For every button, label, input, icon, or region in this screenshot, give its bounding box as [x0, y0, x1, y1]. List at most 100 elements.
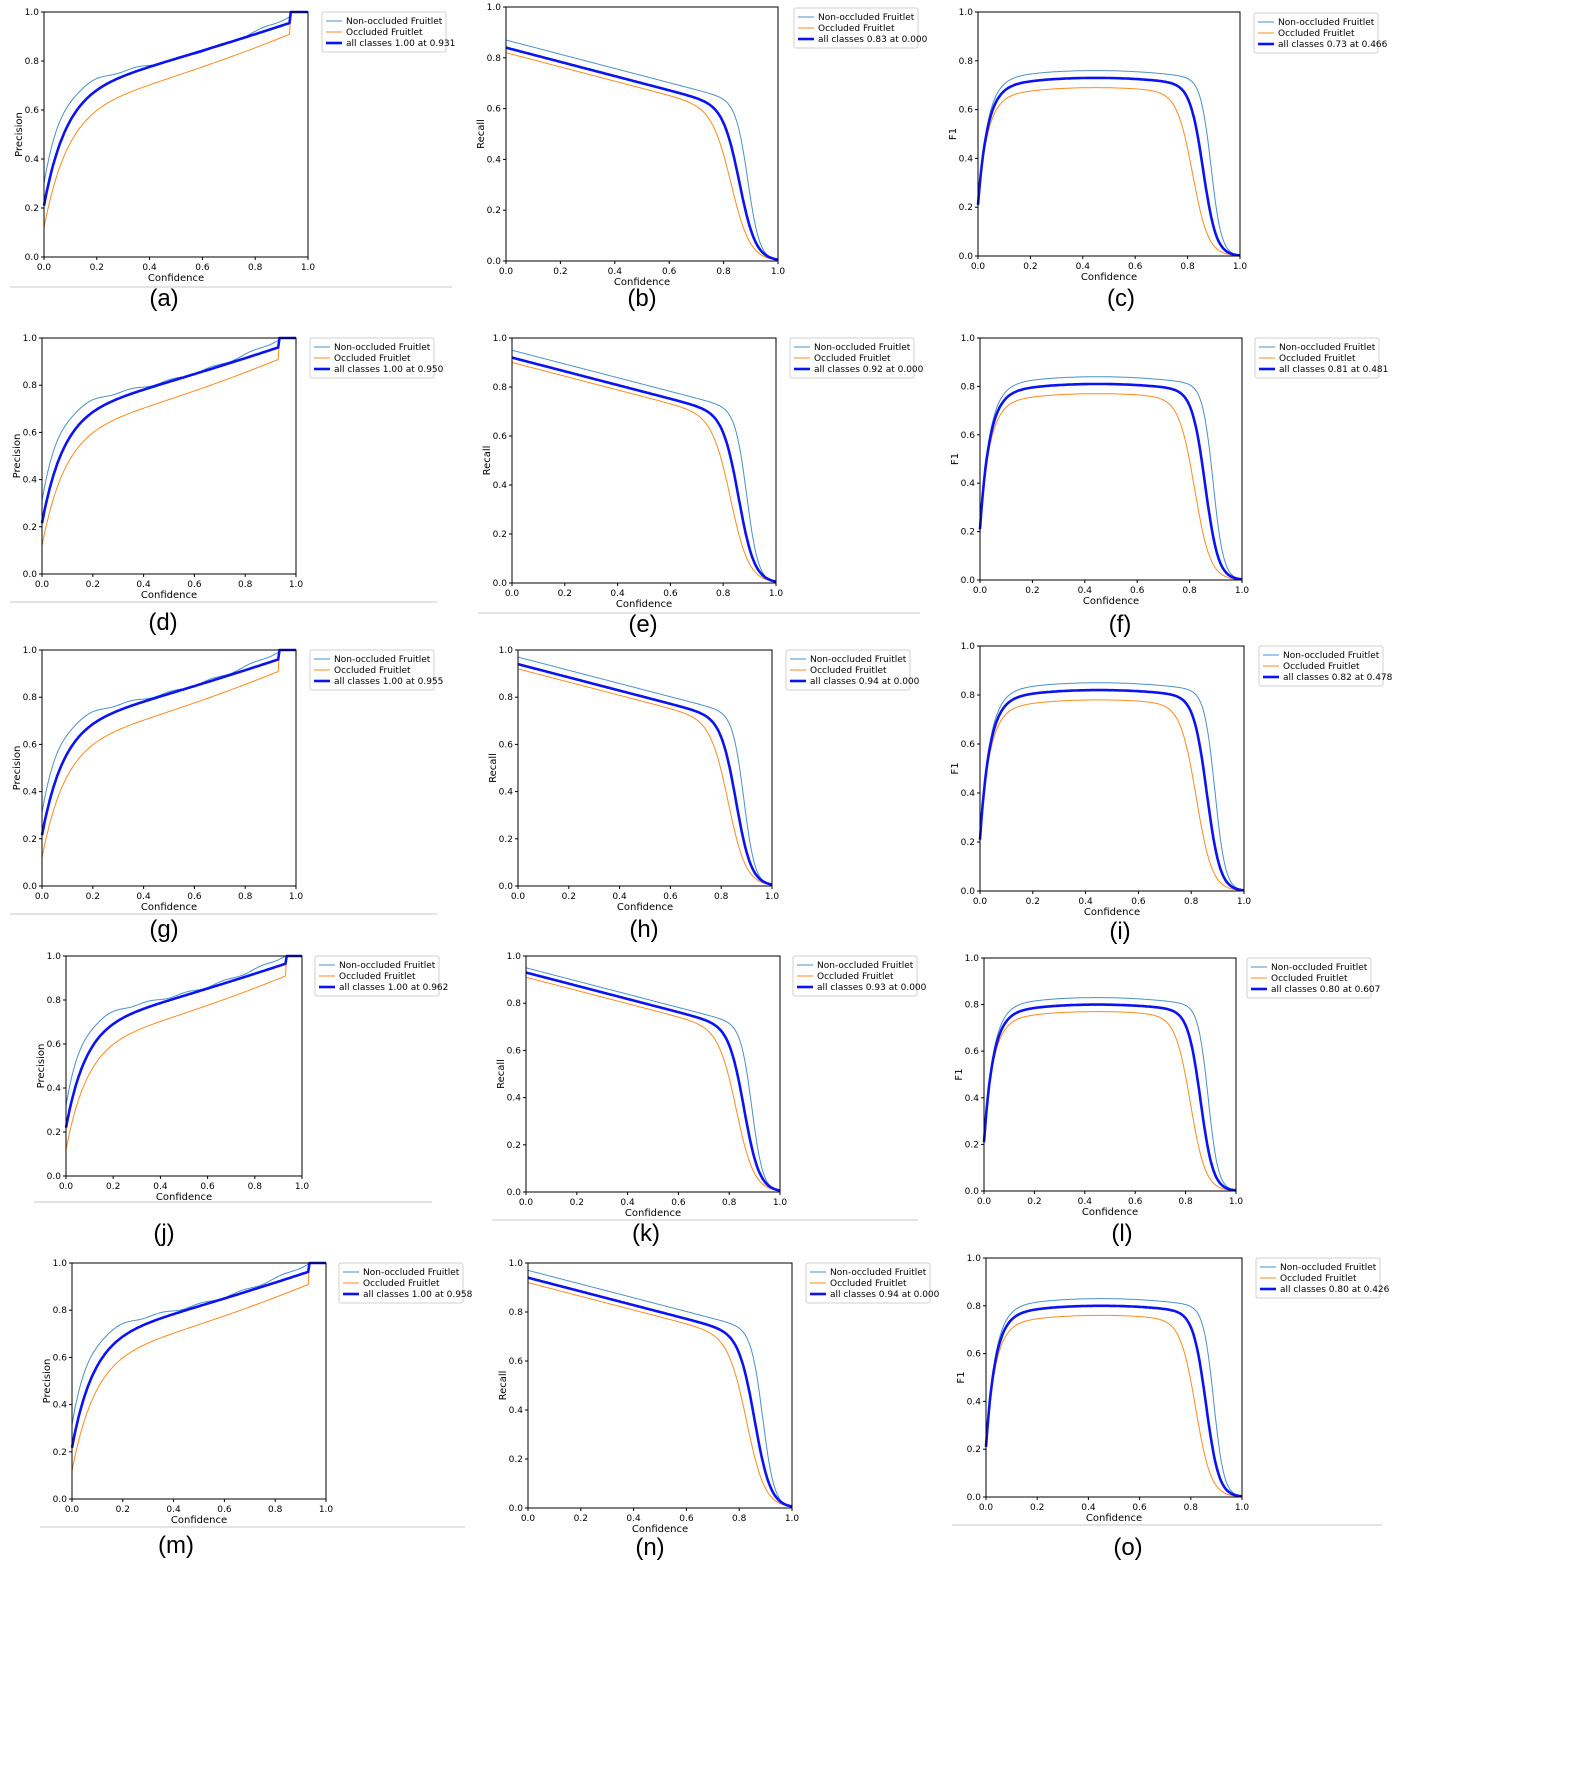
legend-entry: Non-occluded Fruitlet	[346, 17, 443, 27]
y-tick-label: 0.0	[965, 1187, 980, 1197]
y-tick-label: 1.0	[53, 1259, 68, 1269]
y-tick-label: 0.4	[23, 788, 38, 798]
x-axis-label: Confidence	[1086, 1513, 1142, 1524]
x-tick-label: 0.0	[977, 1197, 992, 1207]
y-tick-label: 0.8	[23, 693, 38, 703]
plot-frame	[65, 955, 303, 1177]
plot-frame	[527, 1262, 793, 1509]
x-tick-label: 0.8	[716, 267, 731, 277]
all-classes-line	[978, 688, 1245, 892]
legend-entry: Occluded Fruitlet	[818, 24, 895, 34]
occluded-line	[41, 337, 296, 546]
legend-box	[805, 1262, 931, 1304]
y-tick-label: 0.8	[23, 381, 38, 391]
all-classes-line	[527, 1276, 793, 1508]
x-tick-label: 0.4	[620, 1198, 635, 1208]
y-tick-label: 1.0	[961, 642, 976, 652]
plot-frame	[979, 337, 1243, 581]
x-tick-label: 0.2	[558, 589, 572, 599]
non-occluded-line	[979, 682, 1245, 891]
x-tick-label: 1.0	[785, 1514, 800, 1524]
x-axis-label: Confidence	[1081, 272, 1137, 283]
y-tick-label: 1.0	[493, 334, 508, 344]
subplot-caption: (l)	[1111, 1220, 1132, 1247]
legend-entry: Occluded Fruitlet	[814, 354, 891, 364]
x-tick-label: 0.8	[1180, 262, 1195, 272]
x-axis-label: Confidence	[1084, 907, 1140, 918]
x-tick-label: 0.2	[86, 580, 100, 590]
non-occluded-line	[43, 11, 308, 184]
y-tick-label: 0.8	[493, 383, 508, 393]
legend-entry: Occluded Fruitlet	[817, 972, 894, 982]
legend-entry: Non-occluded Fruitlet	[817, 961, 914, 971]
x-tick-label: 0.4	[142, 263, 157, 273]
all-classes-line	[42, 10, 308, 206]
y-tick-label: 0.6	[965, 1047, 980, 1057]
legend-box	[338, 1262, 464, 1304]
legend-entry: all classes 0.80 at 0.607	[1271, 985, 1380, 995]
y-tick-label: 0.0	[959, 252, 974, 262]
legend-entry: Occluded Fruitlet	[363, 1279, 440, 1289]
y-tick-label: 1.0	[961, 334, 976, 344]
x-tick-label: 1.0	[289, 580, 304, 590]
y-tick-label: 0.2	[961, 528, 975, 538]
legend-entry: Non-occluded Fruitlet	[814, 343, 911, 353]
non-occluded-line	[527, 1269, 793, 1508]
occluded-line	[527, 1282, 793, 1508]
y-tick-label: 0.4	[961, 789, 976, 799]
subplot-k: 0.0 0.2 0.4 0.6 0.8 1.0 0.0 0.2 0.4 0.6 0.8 1.0 Conf…	[492, 952, 927, 1247]
legend-box	[1255, 1257, 1381, 1299]
plot-frame	[525, 955, 781, 1193]
x-tick-label: 0.0	[973, 586, 988, 596]
x-tick-label: 0.4	[612, 892, 627, 902]
x-tick-label: 0.8	[238, 892, 253, 902]
legend-entry: Occluded Fruitlet	[334, 354, 411, 364]
x-tick-label: 0.2	[1030, 1503, 1044, 1513]
y-tick-label: 0.2	[47, 1128, 61, 1138]
y-tick-label: 0.6	[509, 1357, 524, 1367]
x-tick-label: 1.0	[295, 1182, 310, 1192]
x-tick-label: 0.0	[59, 1182, 74, 1192]
x-tick-label: 1.0	[765, 892, 780, 902]
subplot-caption: (k)	[632, 1220, 660, 1247]
x-tick-label: 1.0	[301, 263, 316, 273]
occluded-line	[979, 393, 1243, 581]
x-tick-label: 1.0	[1233, 262, 1248, 272]
y-axis-label: Recall	[496, 1059, 507, 1089]
legend-entry: Non-occluded Fruitlet	[1280, 1263, 1377, 1273]
x-tick-label: 0.6	[663, 589, 678, 599]
x-tick-label: 1.0	[1235, 586, 1250, 596]
x-tick-label: 0.6	[187, 892, 202, 902]
y-axis-label: F1	[950, 453, 961, 465]
all-classes-line	[525, 971, 781, 1192]
x-tick-label: 0.4	[136, 580, 151, 590]
y-tick-label: 0.4	[53, 1401, 68, 1411]
legend-box	[1246, 957, 1372, 999]
subplot-j: 0.0 0.2 0.4 0.6 0.8 1.0 0.0 0.2 0.4 0.6 0.8 1.0 Conf…	[34, 952, 448, 1247]
y-tick-label: 0.6	[959, 106, 974, 116]
x-axis-label: Confidence	[625, 1208, 681, 1219]
non-occluded-line	[985, 1298, 1243, 1497]
x-tick-label: 0.6	[187, 580, 202, 590]
legend-entry: Occluded Fruitlet	[1271, 974, 1348, 984]
x-tick-label: 0.0	[505, 589, 520, 599]
subplot-caption: (b)	[627, 285, 656, 312]
subplot-g: 0.0 0.2 0.4 0.6 0.8 1.0 0.0 0.2 0.4 0.6 0.8 1.0 Conf…	[10, 646, 443, 943]
legend-entry: all classes 0.82 at 0.478	[1283, 673, 1393, 683]
occluded-line	[65, 955, 302, 1150]
x-tick-label: 0.4	[136, 892, 151, 902]
occluded-line	[985, 1314, 1243, 1498]
legend-box	[314, 955, 440, 997]
non-occluded-line	[517, 656, 773, 886]
subplot-caption: (a)	[149, 285, 178, 312]
legend-entry: all classes 1.00 at 0.931	[346, 39, 455, 49]
subplot-caption: (m)	[158, 1532, 194, 1559]
x-tick-label: 0.2	[562, 892, 576, 902]
y-tick-label: 0.2	[965, 1140, 979, 1150]
x-tick-label: 0.6	[1130, 586, 1145, 596]
subplot-m: 0.0 0.2 0.4 0.6 0.8 1.0 0.0 0.2 0.4 0.6 0.8 1.0 Conf…	[40, 1259, 473, 1559]
x-tick-label: 0.0	[511, 892, 526, 902]
x-tick-label: 0.0	[499, 267, 514, 277]
non-occluded-line	[983, 997, 1237, 1191]
